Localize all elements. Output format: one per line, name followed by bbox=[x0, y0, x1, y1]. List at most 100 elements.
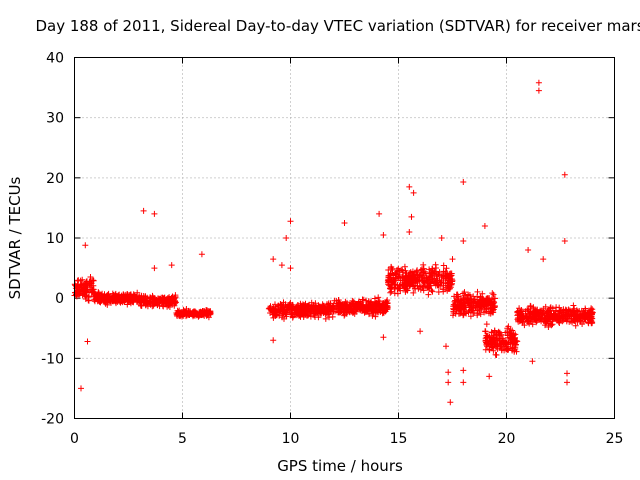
data-point bbox=[458, 298, 465, 305]
data-point bbox=[91, 293, 97, 300]
data-point bbox=[403, 274, 410, 280]
data-point bbox=[151, 210, 158, 217]
data-point bbox=[420, 287, 427, 294]
data-point bbox=[443, 265, 450, 272]
data-point bbox=[554, 314, 561, 321]
data-point bbox=[540, 305, 547, 312]
data-point bbox=[389, 265, 395, 272]
data-point bbox=[79, 276, 86, 283]
data-point bbox=[391, 290, 398, 297]
data-point bbox=[404, 287, 411, 294]
data-point bbox=[582, 316, 588, 323]
data-point bbox=[360, 296, 367, 303]
data-point bbox=[407, 282, 413, 289]
data-point bbox=[417, 328, 424, 335]
y-tick-label: 0 bbox=[55, 291, 64, 307]
data-point bbox=[395, 265, 402, 272]
data-point bbox=[376, 210, 383, 217]
data-point bbox=[589, 306, 596, 313]
data-point bbox=[74, 288, 81, 295]
data-point bbox=[503, 346, 509, 353]
data-points bbox=[71, 79, 596, 406]
data-point bbox=[471, 309, 478, 316]
data-point bbox=[528, 315, 535, 322]
data-point bbox=[540, 256, 547, 263]
data-point bbox=[478, 302, 485, 309]
data-point bbox=[372, 313, 379, 320]
data-point bbox=[569, 309, 576, 316]
data-point bbox=[331, 306, 338, 313]
data-point bbox=[84, 282, 91, 289]
data-point bbox=[509, 327, 516, 334]
y-tick-label: 20 bbox=[46, 171, 64, 187]
data-point bbox=[329, 313, 336, 320]
data-point bbox=[492, 304, 498, 310]
data-point bbox=[460, 367, 467, 374]
data-point bbox=[131, 294, 138, 301]
data-point bbox=[80, 288, 87, 295]
data-point bbox=[445, 369, 452, 376]
data-point bbox=[454, 299, 461, 306]
data-point bbox=[532, 309, 539, 316]
data-point bbox=[272, 301, 278, 308]
data-point bbox=[81, 291, 88, 298]
x-tick-labels: 0 5 10 15 20 25 bbox=[70, 431, 623, 447]
data-point bbox=[279, 314, 286, 321]
data-point bbox=[486, 373, 493, 380]
data-point bbox=[299, 301, 306, 308]
data-point bbox=[376, 298, 383, 305]
data-point bbox=[122, 293, 129, 300]
data-point bbox=[439, 272, 446, 279]
data-point bbox=[487, 305, 494, 312]
data-point bbox=[466, 292, 473, 298]
data-point bbox=[375, 294, 382, 301]
data-point bbox=[165, 297, 172, 304]
data-point bbox=[489, 309, 496, 316]
data-point bbox=[457, 310, 464, 317]
data-point bbox=[421, 279, 428, 286]
data-point bbox=[562, 316, 569, 323]
data-point bbox=[104, 291, 111, 298]
data-point bbox=[335, 297, 342, 303]
data-point bbox=[289, 303, 295, 310]
data-point bbox=[171, 295, 178, 302]
x-tick-label: 0 bbox=[70, 431, 79, 447]
data-point bbox=[363, 302, 370, 309]
data-point bbox=[310, 310, 317, 317]
data-point bbox=[579, 321, 586, 327]
data-point bbox=[150, 299, 157, 306]
data-point bbox=[410, 289, 417, 296]
data-point bbox=[578, 315, 585, 322]
data-point bbox=[315, 314, 322, 321]
data-point bbox=[331, 297, 338, 304]
data-point bbox=[90, 277, 97, 284]
data-point bbox=[304, 307, 311, 314]
data-point bbox=[460, 303, 467, 310]
data-point bbox=[342, 306, 349, 313]
data-point bbox=[582, 307, 589, 314]
data-point bbox=[436, 269, 443, 276]
data-point bbox=[341, 220, 348, 226]
data-point bbox=[78, 385, 84, 392]
data-point bbox=[440, 262, 447, 269]
data-point bbox=[458, 307, 465, 314]
data-point bbox=[433, 265, 440, 271]
data-point bbox=[470, 299, 477, 306]
data-point bbox=[385, 267, 392, 273]
data-point bbox=[408, 213, 415, 220]
data-point bbox=[380, 309, 387, 315]
data-point bbox=[388, 277, 395, 284]
data-point bbox=[380, 303, 387, 310]
data-point bbox=[578, 307, 585, 314]
data-point bbox=[278, 262, 285, 269]
data-point bbox=[277, 301, 284, 308]
data-point bbox=[481, 223, 488, 229]
data-point bbox=[406, 183, 413, 190]
data-point bbox=[297, 305, 304, 312]
data-point bbox=[369, 312, 376, 319]
data-point bbox=[149, 293, 156, 300]
data-point bbox=[443, 343, 449, 350]
data-point bbox=[168, 262, 175, 269]
data-point bbox=[99, 292, 105, 298]
data-point bbox=[430, 270, 437, 277]
